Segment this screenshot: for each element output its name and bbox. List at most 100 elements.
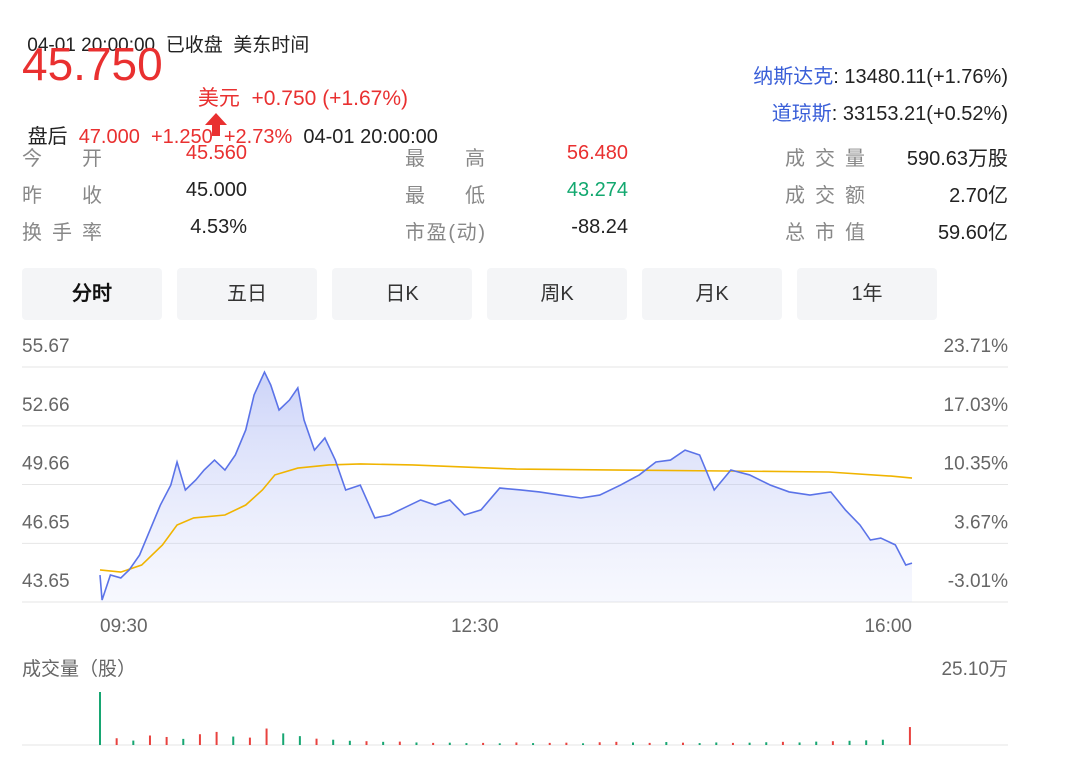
- volume-title: 成交量（股）: [22, 658, 136, 680]
- volume-bar: [165, 736, 168, 745]
- stat-value: -88.24: [571, 216, 628, 238]
- volume-bar: [715, 742, 718, 745]
- volume-bar: [815, 741, 818, 745]
- after-label: 盘后: [27, 126, 68, 148]
- volume-bar: [132, 740, 135, 745]
- volume-bar: [182, 738, 185, 745]
- after-change: +1.250: [150, 126, 213, 148]
- volume-bar: [482, 742, 485, 745]
- volume-bar: [148, 735, 151, 745]
- stat-label: 最 低: [405, 185, 485, 207]
- x-tick-label: 16:00: [864, 616, 912, 637]
- volume-bar: [865, 740, 868, 745]
- index-value: : 13480.11(+1.76%): [833, 66, 1008, 88]
- volume-bar: [382, 741, 385, 745]
- volume-bar: [248, 737, 251, 745]
- index-value: : 33153.21(+0.52%): [831, 103, 1008, 125]
- volume-tick-label: 25.10万: [941, 659, 1008, 680]
- tab[interactable]: 1年: [797, 268, 937, 320]
- volume-bar: [698, 743, 701, 745]
- stat-label: 换手率: [22, 222, 102, 244]
- volume-bar: [881, 739, 884, 745]
- y2-tick-label: -3.01%: [948, 571, 1008, 592]
- tab[interactable]: 月K: [642, 268, 782, 320]
- stat-label: 成交量: [785, 148, 865, 170]
- volume-bar: [99, 692, 101, 745]
- after-pct: +2.73%: [223, 126, 293, 148]
- stat-label: 成交额: [785, 185, 865, 207]
- volume-bar: [515, 742, 518, 745]
- volume-bar: [681, 742, 684, 745]
- stat-label: 市盈(动): [405, 222, 485, 244]
- stat-value: 45.560: [185, 142, 247, 164]
- volume-bar: [198, 734, 201, 745]
- y2-tick-label: 23.71%: [944, 336, 1009, 357]
- status: 已收盘: [165, 35, 223, 56]
- price-line: [99, 370, 913, 601]
- index-name[interactable]: 道琼斯: [771, 103, 832, 125]
- timezone: 美东时间: [233, 35, 310, 56]
- x-tick-label: 09:30: [100, 616, 148, 637]
- stat-value: 56.480: [566, 142, 628, 164]
- quote-line: 美元 +0.750 (+1.67%): [192, 58, 408, 138]
- volume-bar: [332, 739, 335, 745]
- volume-bar: [598, 742, 601, 745]
- volume-bar: [532, 743, 535, 745]
- y-tick-label: 52.66: [22, 395, 70, 416]
- volume-bar: [548, 742, 551, 745]
- volume-bar: [765, 742, 768, 745]
- volume-bar: [582, 743, 585, 745]
- after-time: 04-01 20:00:00: [303, 126, 438, 148]
- volume-bar: [831, 741, 834, 745]
- volume-bar: [232, 736, 235, 745]
- index-name[interactable]: 纳斯达克: [753, 66, 834, 88]
- x-tick-label: 12:30: [451, 616, 499, 637]
- after-price: 47.000: [78, 126, 140, 148]
- volume-bar: [365, 741, 368, 745]
- volume-bar: [415, 742, 418, 745]
- volume-bar: [908, 727, 911, 745]
- price-area: [100, 372, 912, 602]
- stat-label: 最 高: [405, 148, 485, 170]
- volume-bar: [265, 728, 268, 745]
- volume-bar: [282, 733, 285, 745]
- stat-label: 今 开: [22, 148, 102, 170]
- change: +0.750: [251, 87, 317, 110]
- volume-bar: [615, 741, 618, 745]
- y2-tick-label: 10.35%: [944, 454, 1009, 475]
- y-tick-label: 55.67: [22, 336, 70, 357]
- tab[interactable]: 分时: [22, 268, 162, 320]
- volume-bar: [298, 736, 301, 745]
- volume-bar: [215, 731, 218, 745]
- volume-bar: [848, 740, 851, 745]
- volume-bar: [448, 742, 451, 745]
- volume-bar: [648, 742, 651, 745]
- chart: 55.67 52.66 49.66 46.65 43.65 23.71% 17.03% 10.…: [22, 336, 1009, 746]
- up-arrow: [204, 113, 227, 136]
- volume-bar: [498, 743, 501, 745]
- change-pct: (+1.67%): [322, 87, 408, 110]
- timestamp: 04-01 20:00:00: [27, 35, 156, 56]
- volume-bar: [781, 741, 784, 745]
- y-tick-label: 49.66: [22, 454, 70, 475]
- volume-bar: [465, 743, 468, 745]
- tab[interactable]: 五日: [177, 268, 317, 320]
- stat-value: 4.53%: [190, 216, 247, 238]
- stat-label: 总市值: [785, 222, 865, 244]
- volume-bar: [748, 742, 751, 745]
- tab[interactable]: 周K: [487, 268, 627, 320]
- index-1: 道琼斯: 33153.21(+0.52%): [772, 97, 1008, 126]
- stat-value: 590.63万股: [906, 148, 1008, 170]
- volume-bar: [398, 741, 401, 745]
- tab[interactable]: 日K: [332, 268, 472, 320]
- y-tick-label: 43.65: [22, 571, 70, 592]
- volume-bar: [115, 738, 118, 745]
- currency: 美元: [197, 87, 240, 110]
- volume-bar: [315, 738, 318, 745]
- average-line: [99, 463, 913, 573]
- stat-value: 59.60亿: [937, 222, 1008, 244]
- volume-bar: [665, 742, 668, 745]
- volume-bar: [348, 740, 351, 745]
- volume-bar: [798, 742, 801, 745]
- volume-bar: [432, 742, 435, 745]
